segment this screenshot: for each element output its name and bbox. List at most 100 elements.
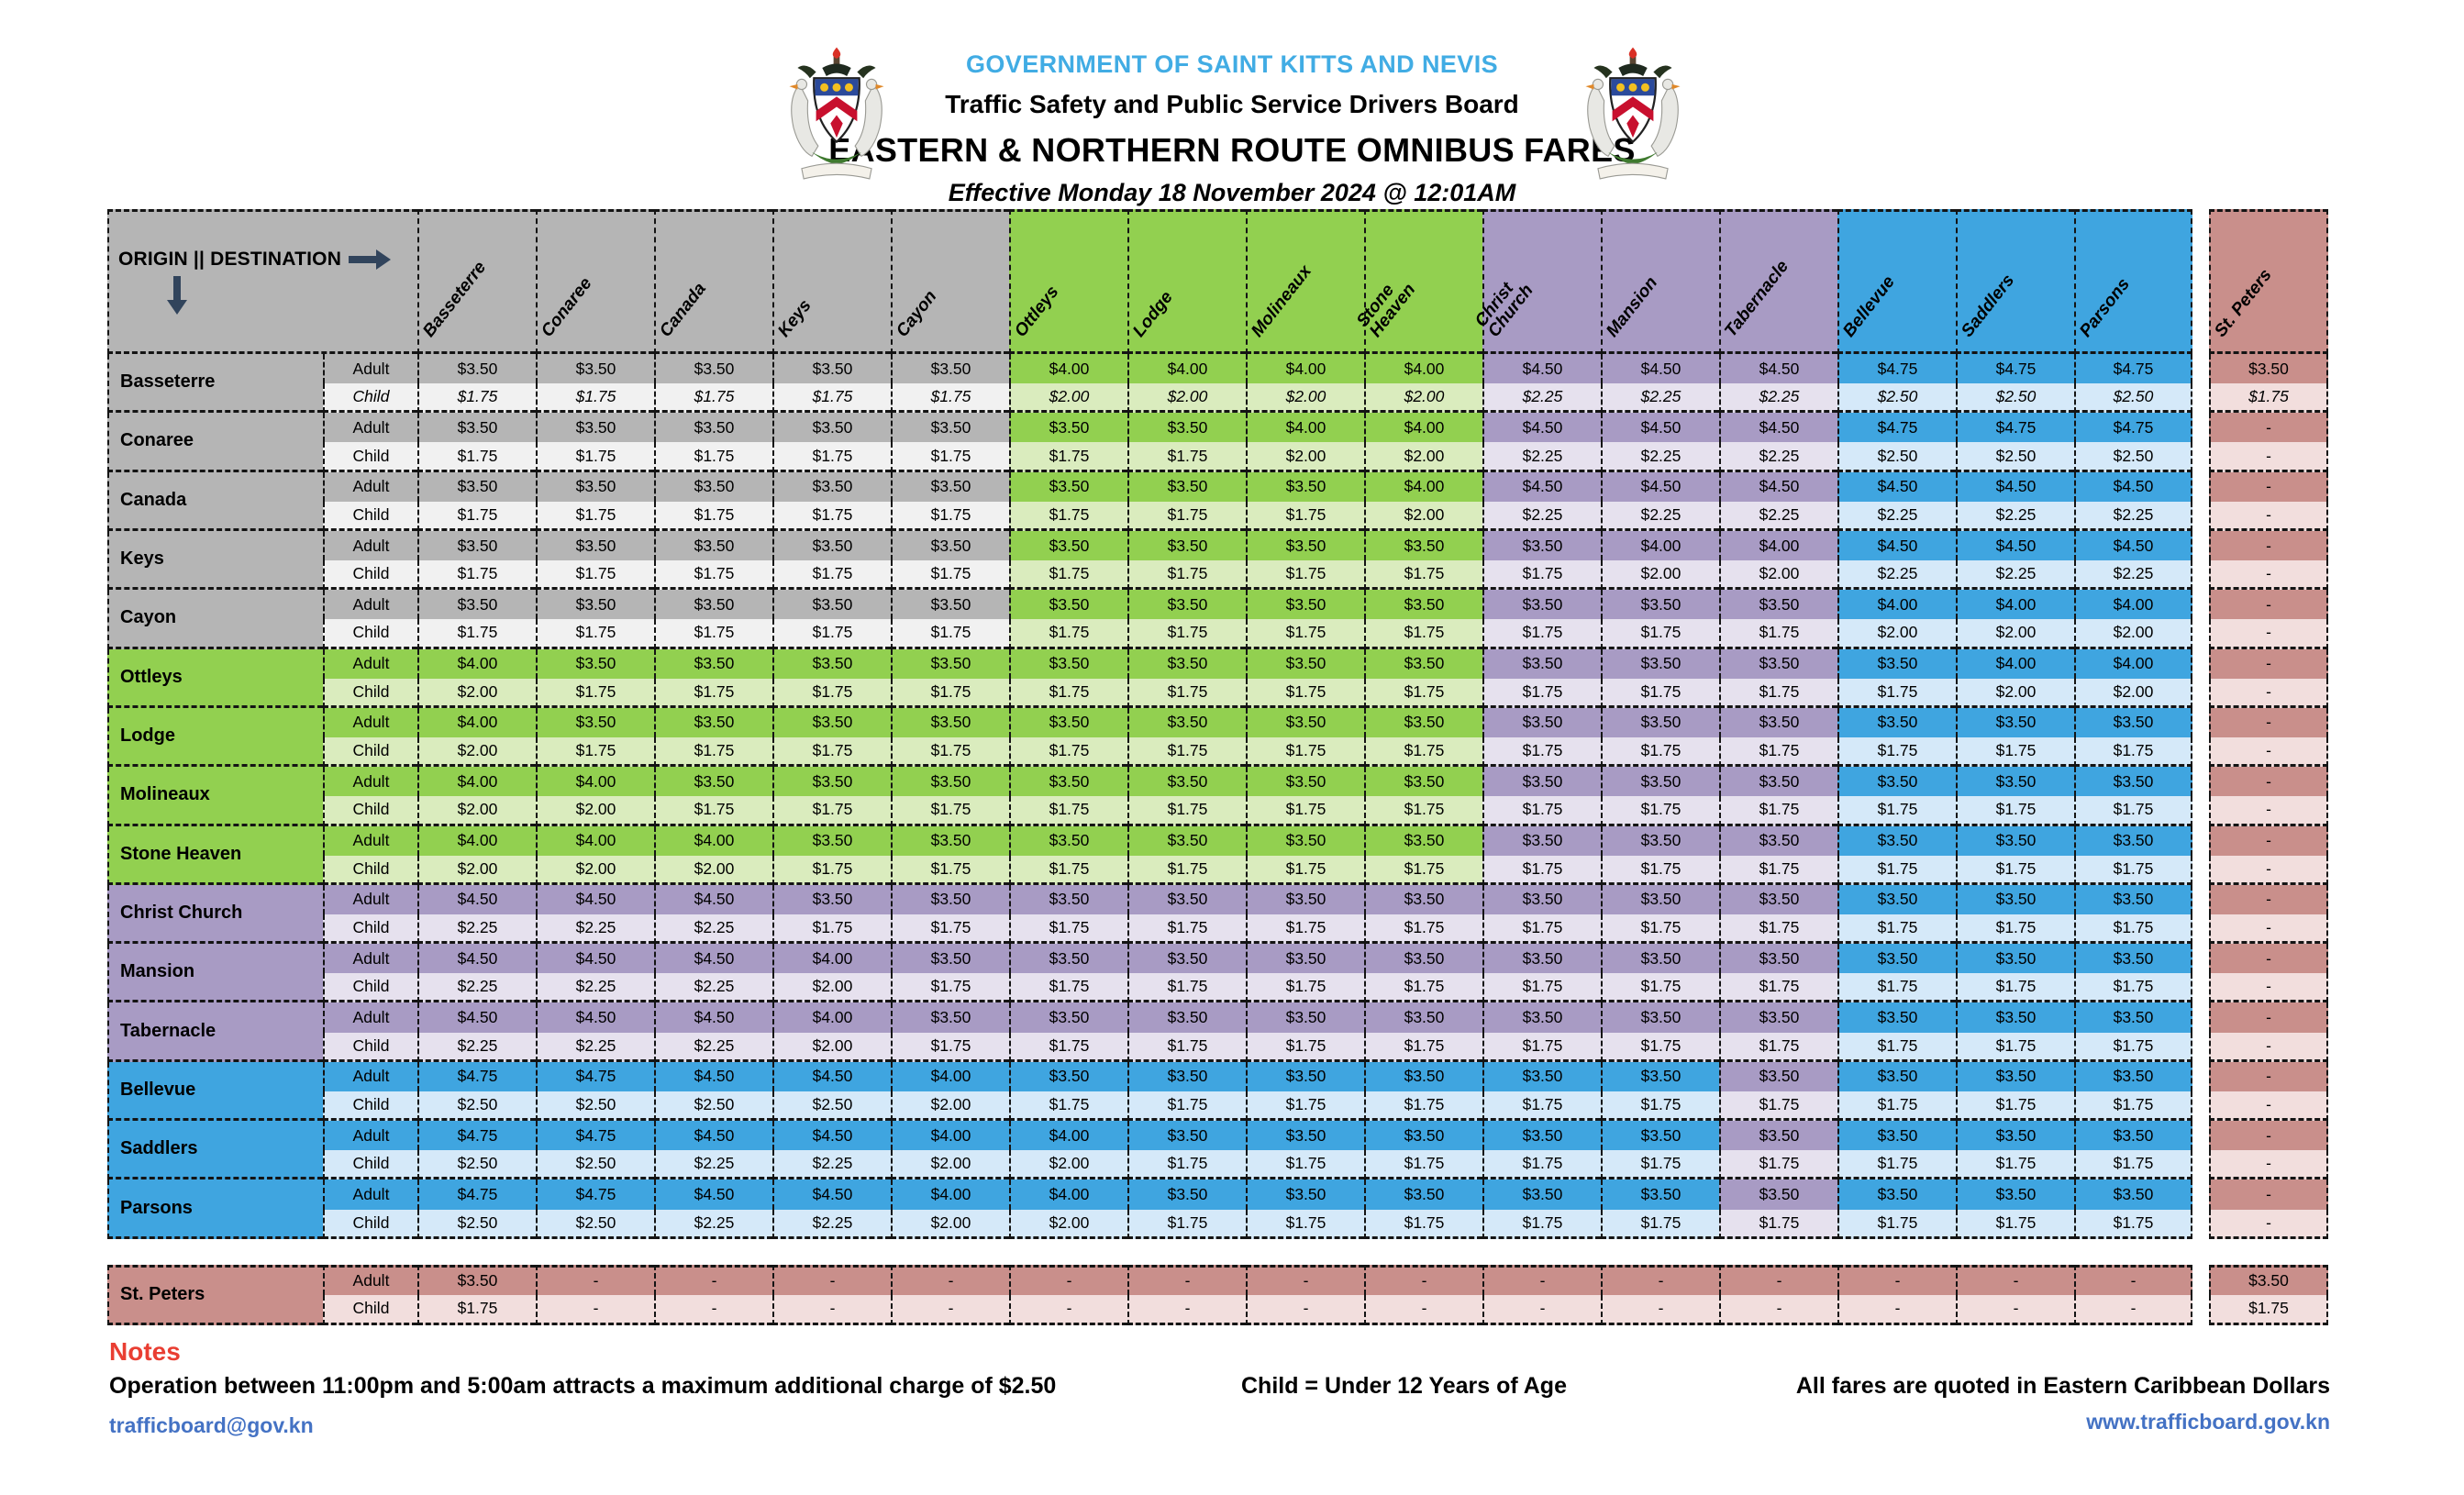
fare-cell: $2.25: [417, 1032, 536, 1062]
fare-cell: $3.50: [1009, 884, 1127, 914]
fare-cell: -: [2209, 767, 2328, 797]
fare-type-label: Adult: [323, 1121, 417, 1151]
fare-cell: $3.50: [1956, 1002, 2074, 1033]
fare-cell: $4.50: [417, 944, 536, 974]
fare-cell: $2.00: [772, 1032, 891, 1062]
fare-cell: $1.75: [417, 383, 536, 414]
fare-cell: -: [654, 1264, 772, 1295]
fare-cell: $1.75: [1482, 737, 1601, 768]
fare-cell: $1.75: [1837, 855, 1956, 885]
fare-cell: $2.00: [891, 1150, 1009, 1180]
column-header: Molineaux: [1246, 209, 1364, 354]
fare-cell: -: [772, 1264, 891, 1295]
fare-cell: $1.75: [417, 560, 536, 591]
fare-cell: $3.50: [1127, 590, 1246, 620]
fare-cell: $3.50: [1009, 825, 1127, 856]
fare-cell: $1.75: [1601, 796, 1719, 826]
fare-cell: $1.75: [1837, 678, 1956, 708]
fare-cell: $2.25: [1719, 383, 1837, 414]
fare-cell: $1.75: [1246, 678, 1364, 708]
column-header: Saddlers: [1956, 209, 2074, 354]
fare-cell: $3.50: [1601, 767, 1719, 797]
fare-table: ORIGIN || DESTINATION Basseterre Conaree Ca…: [107, 209, 2328, 1325]
fare-cell: $4.50: [654, 944, 772, 974]
fare-cell: -: [2209, 678, 2328, 708]
fare-cell: $2.50: [2074, 383, 2192, 414]
fare-cell: $3.50: [1009, 413, 1127, 443]
fare-cell: -: [1127, 1294, 1246, 1325]
fare-cell: $1.75: [1009, 1091, 1127, 1122]
fare-cell: $1.75: [1719, 796, 1837, 826]
fare-cell: $1.75: [536, 619, 654, 649]
fare-cell: $2.50: [417, 1150, 536, 1180]
fare-cell: $1.75: [891, 678, 1009, 708]
fare-cell: $1.75: [536, 383, 654, 414]
fare-cell: $3.50: [1719, 825, 1837, 856]
fare-cell: $2.50: [536, 1209, 654, 1239]
fare-cell: $1.75: [1009, 442, 1127, 472]
fare-cell: -: [2209, 707, 2328, 738]
fare-cell: $4.75: [536, 1061, 654, 1091]
fare-cell: $2.00: [772, 973, 891, 1003]
fare-cell: $4.00: [2074, 648, 2192, 679]
arrow-right-icon: [349, 249, 392, 270]
fare-cell: $3.50: [536, 354, 654, 384]
fare-cell: -: [891, 1294, 1009, 1325]
fare-type-label: Child: [323, 678, 417, 708]
fare-cell: $4.50: [1482, 413, 1601, 443]
fare-cell: $2.25: [1601, 442, 1719, 472]
fare-cell: $2.00: [1956, 619, 2074, 649]
fare-cell: $3.50: [1719, 648, 1837, 679]
fare-cell: $1.75: [1009, 737, 1127, 768]
origin-label: Canada: [107, 471, 323, 531]
fare-cell: $3.50: [1601, 1061, 1719, 1091]
fare-cell: $2.00: [1009, 1150, 1127, 1180]
fare-cell: $1.75: [1364, 1150, 1482, 1180]
fare-cell: $1.75: [1482, 1150, 1601, 1180]
fare-cell: $1.75: [1246, 560, 1364, 591]
fare-cell: $3.50: [2074, 825, 2192, 856]
fare-cell: $4.00: [1246, 354, 1364, 384]
fare-cell: $2.50: [417, 1209, 536, 1239]
website-link[interactable]: www.trafficboard.gov.kn: [2086, 1410, 2330, 1434]
email-link[interactable]: trafficboard@gov.kn: [109, 1413, 314, 1437]
fare-cell: $2.00: [1246, 383, 1364, 414]
fare-cell: $2.25: [772, 1209, 891, 1239]
fare-cell: $3.50: [1956, 1121, 2074, 1151]
fare-cell: $1.75: [1246, 973, 1364, 1003]
fare-cell: $1.75: [1601, 619, 1719, 649]
fare-cell: $2.00: [1956, 678, 2074, 708]
fare-cell: $3.50: [1482, 590, 1601, 620]
fare-cell: $1.75: [772, 914, 891, 945]
fare-cell: $1.75: [1837, 1209, 1956, 1239]
note-surcharge: Operation between 11:00pm and 5:00am att…: [109, 1373, 1057, 1399]
fare-cell: $3.50: [1956, 884, 2074, 914]
fare-cell: $4.00: [536, 825, 654, 856]
fare-cell: -: [2209, 884, 2328, 914]
fare-cell: $2.50: [772, 1091, 891, 1122]
fare-cell: $4.00: [1009, 354, 1127, 384]
fare-cell: $2.25: [1719, 442, 1837, 472]
column-header: Keys: [772, 209, 891, 354]
fare-cell: $1.75: [1719, 678, 1837, 708]
fare-cell: -: [2209, 1179, 2328, 1210]
origin-destination-label: ORIGIN || DESTINATION: [118, 249, 342, 270]
fare-cell: $1.75: [1601, 1091, 1719, 1122]
fare-cell: $1.75: [2209, 383, 2328, 414]
fare-cell: $3.50: [536, 707, 654, 738]
fare-cell: $1.75: [1719, 1150, 1837, 1180]
column-header: Mansion: [1601, 209, 1719, 354]
fare-cell: $3.50: [1601, 944, 1719, 974]
origin-label: Molineaux: [107, 767, 323, 826]
fare-cell: $2.00: [654, 855, 772, 885]
fare-cell: $4.50: [654, 1002, 772, 1033]
fare-cell: $3.50: [772, 825, 891, 856]
fare-cell: $1.75: [1009, 914, 1127, 945]
fare-cell: $1.75: [1009, 855, 1127, 885]
fare-cell: $3.50: [1482, 825, 1601, 856]
fare-cell: -: [1601, 1264, 1719, 1295]
fare-cell: $3.50: [1009, 767, 1127, 797]
fare-cell: $3.50: [1482, 530, 1601, 561]
fare-cell: $1.75: [2074, 1091, 2192, 1122]
fare-cell: $1.75: [1364, 796, 1482, 826]
